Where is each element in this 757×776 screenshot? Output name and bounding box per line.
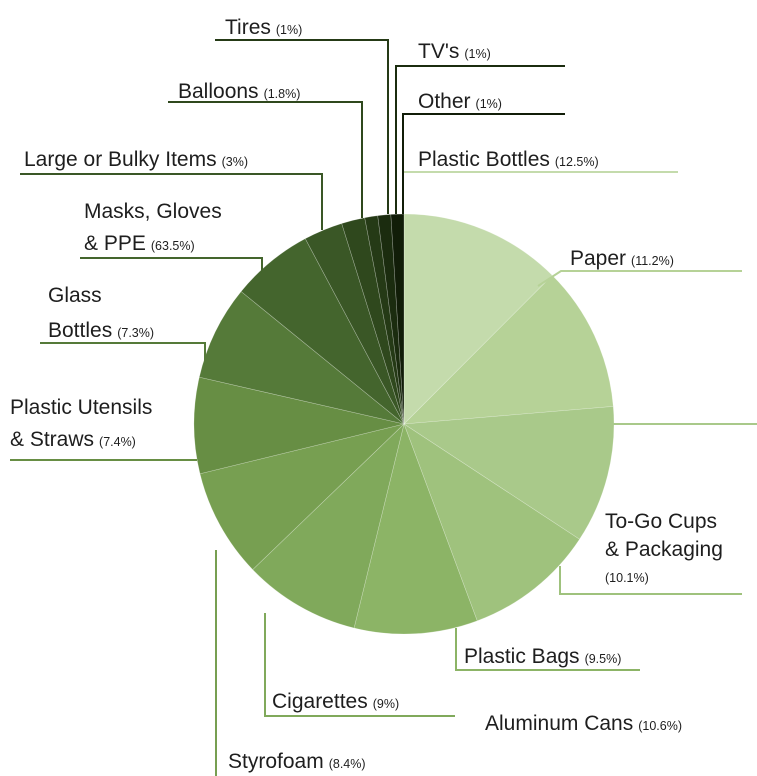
label-tv-s: TV's (1%) [418, 40, 491, 63]
leader-line-plastic-bottles [402, 171, 678, 213]
label-styrofoam: Styrofoam (8.4%) [228, 750, 366, 773]
leader-line-masks-gloves-ppe [80, 257, 263, 283]
slice-plastic-bottles [403, 213, 553, 425]
leader-line-tires [215, 39, 389, 214]
label-cigarettes: Cigarettes (9%) [272, 690, 399, 713]
leader-line-plastic-bags [455, 628, 640, 671]
slice-styrofoam [199, 423, 406, 571]
slice-to-go-cups-packaging [403, 423, 580, 622]
slice-paper [403, 274, 614, 425]
slice-cigarettes [252, 423, 405, 629]
label-large-or-bulky-items: Large or Bulky Items (3%) [24, 148, 248, 171]
label-plastic-utensils-straws: Plastic Utensils & Straws (7.4%) [10, 396, 152, 451]
label-other: Other (1%) [418, 90, 502, 113]
label-paper: Paper (11.2%) [570, 247, 674, 270]
slice-tv-s [377, 214, 405, 425]
slice-masks-gloves-ppe [240, 238, 405, 425]
pie-slices [193, 213, 615, 635]
leader-line-paper [537, 270, 742, 287]
leader-line-cigarettes [264, 613, 455, 717]
leader-line-other [402, 113, 565, 214]
label-plastic-bags: Plastic Bags (9.5%) [464, 645, 621, 668]
leader-line-glass-bottles [40, 342, 206, 365]
label-masks-gloves-ppe: Masks, Gloves & PPE (63.5%) [84, 200, 222, 255]
slice-plastic-utensils-straws [193, 376, 405, 475]
slice-aluminum-cans [403, 406, 615, 540]
label-glass-bottles: Glass Bottles (7.3%) [48, 284, 154, 342]
slice-balloons [341, 217, 405, 425]
slice-plastic-bags [353, 422, 478, 635]
slice-glass-bottles [198, 291, 405, 425]
slice-labels: Plastic Bottles (12.5%) Paper (11.2%) Alumin… [10, 16, 723, 773]
leader-line-to-go-cups-packaging [559, 566, 742, 595]
leader-line-large-or-bulky-items [20, 173, 323, 230]
label-balloons: Balloons (1.8%) [178, 80, 300, 103]
label-tires: Tires (1%) [225, 16, 302, 39]
label-plastic-bottles: Plastic Bottles (12.5%) [418, 148, 599, 171]
leader-line-balloons [168, 101, 363, 218]
label-aluminum-cans: Aluminum Cans (10.6%) [485, 712, 682, 735]
label-to-go-cups-packaging: To-Go Cups & Packaging (10.1%) [605, 510, 723, 585]
slice-tires [364, 215, 405, 425]
slice-large-or-bulky-items [304, 223, 405, 425]
leader-lines [10, 39, 757, 776]
leader-line-tv-s [395, 65, 565, 214]
